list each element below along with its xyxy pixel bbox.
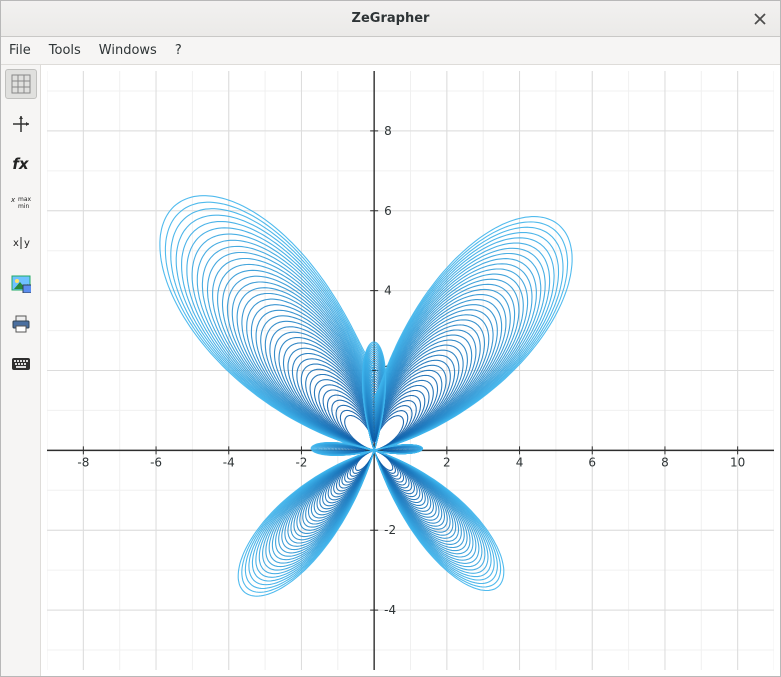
svg-text:4: 4 xyxy=(384,284,392,298)
minmax-icon: x min max xyxy=(9,193,33,215)
plot-area[interactable]: -8-6-4-2246810-4-22468 xyxy=(47,71,774,670)
toolbar: fx x min max x y xyxy=(1,65,41,676)
svg-text:-6: -6 xyxy=(150,455,162,469)
svg-text:-4: -4 xyxy=(384,603,396,617)
menu-tools[interactable]: Tools xyxy=(49,43,81,58)
menu-help[interactable]: ? xyxy=(175,43,182,58)
table-button[interactable]: x y xyxy=(5,229,37,259)
minmax-button[interactable]: x min max xyxy=(5,189,37,219)
image-icon xyxy=(11,275,31,293)
svg-text:8: 8 xyxy=(661,455,669,469)
svg-text:2: 2 xyxy=(443,455,451,469)
axes-icon xyxy=(10,113,32,135)
svg-text:-8: -8 xyxy=(77,455,89,469)
grid-toggle-button[interactable] xyxy=(5,69,37,99)
close-icon xyxy=(754,13,766,25)
fx-icon: fx xyxy=(12,155,28,173)
svg-text:8: 8 xyxy=(384,124,392,138)
svg-text:6: 6 xyxy=(384,204,392,218)
functions-button[interactable]: fx xyxy=(5,149,37,179)
image-export-button[interactable] xyxy=(5,269,37,299)
svg-text:6: 6 xyxy=(588,455,596,469)
svg-text:-2: -2 xyxy=(384,523,396,537)
svg-text:-2: -2 xyxy=(295,455,307,469)
svg-text:x: x xyxy=(10,196,16,204)
keyboard-button[interactable] xyxy=(5,349,37,379)
close-button[interactable] xyxy=(750,9,770,29)
svg-text:10: 10 xyxy=(730,455,745,469)
svg-text:x: x xyxy=(13,238,19,249)
xy-table-icon: x y xyxy=(10,235,32,253)
svg-text:-4: -4 xyxy=(223,455,235,469)
axes-button[interactable] xyxy=(5,109,37,139)
svg-text:max: max xyxy=(18,196,32,203)
content-area: fx x min max x y xyxy=(1,65,780,676)
svg-text:4: 4 xyxy=(516,455,524,469)
menu-file[interactable]: File xyxy=(9,43,31,58)
window-title: ZeGrapher xyxy=(352,11,430,26)
menu-windows[interactable]: Windows xyxy=(99,43,157,58)
svg-text:y: y xyxy=(24,238,30,249)
app-window: ZeGrapher File Tools Windows ? xyxy=(0,0,781,677)
svg-text:min: min xyxy=(18,203,30,210)
grid-icon xyxy=(11,74,31,94)
menubar: File Tools Windows ? xyxy=(1,37,780,65)
printer-icon xyxy=(11,315,31,333)
titlebar: ZeGrapher xyxy=(1,1,780,37)
plot-container: -8-6-4-2246810-4-22468 xyxy=(41,65,780,676)
keyboard-icon xyxy=(11,357,31,371)
print-button[interactable] xyxy=(5,309,37,339)
graph-canvas: -8-6-4-2246810-4-22468 xyxy=(47,71,774,670)
